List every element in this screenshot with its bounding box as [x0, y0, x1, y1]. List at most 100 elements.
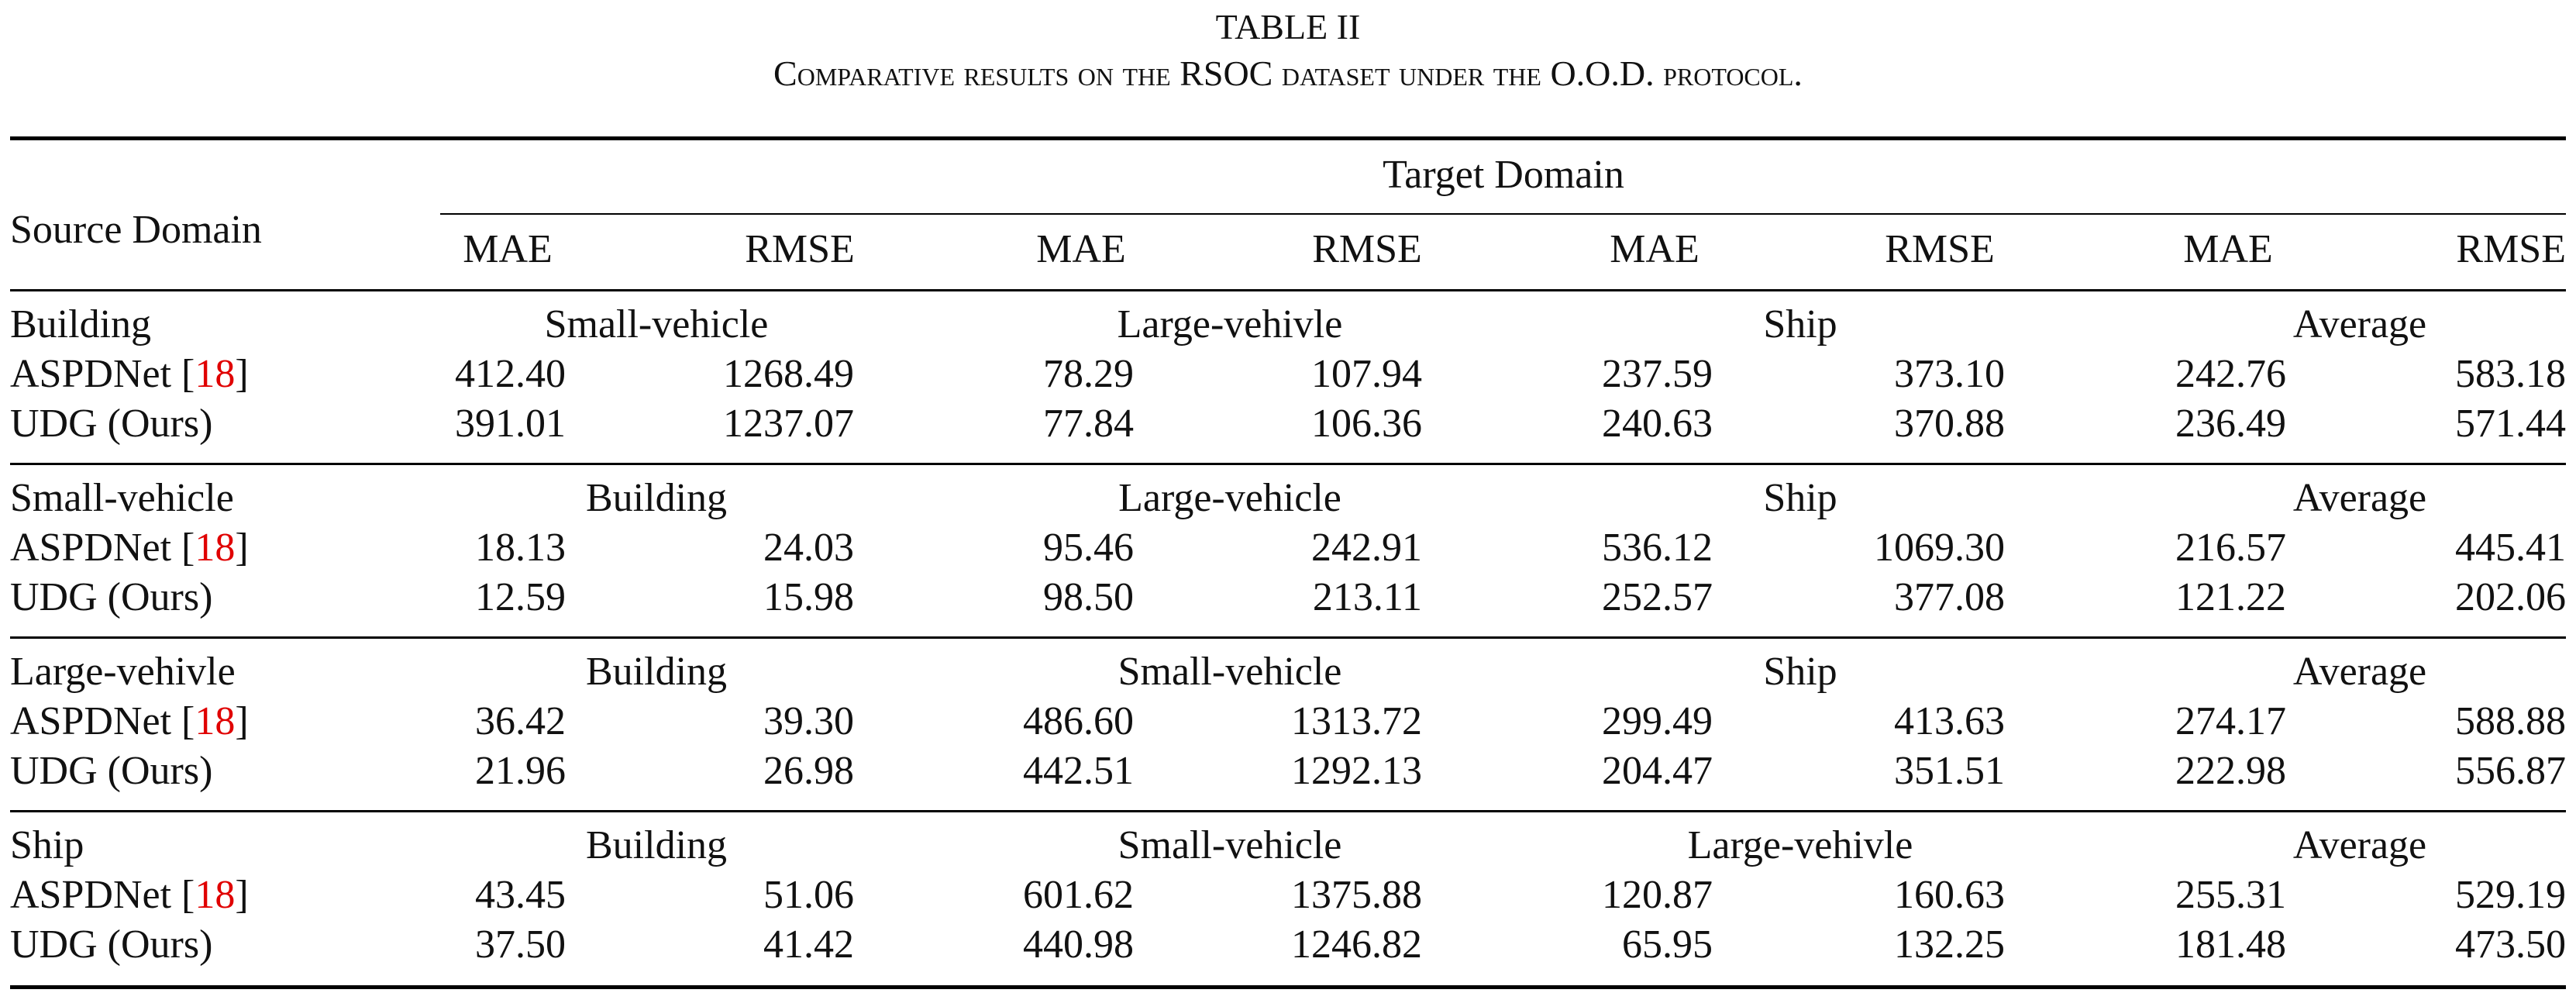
method-label: ASPDNet [18]: [10, 523, 249, 573]
table-value-cell: 255.31: [2175, 873, 2286, 917]
table-value-cell: 1268.49: [723, 352, 854, 396]
method-name: ASPDNet [: [10, 873, 195, 917]
method-name: ASPDNet [: [10, 699, 195, 743]
table-value-cell: 106.36: [1311, 402, 1422, 446]
citation-link[interactable]: 18: [195, 873, 236, 917]
method-name: UDG (Ours): [10, 575, 213, 619]
table-value-cell: 237.59: [1602, 352, 1713, 396]
target-domain-label: Ship: [1763, 302, 1837, 347]
target-domain-label: Building: [585, 476, 728, 520]
metric-header-4: RMSE: [1312, 227, 1422, 271]
source-domain-label: Building: [10, 302, 152, 347]
target-domain-label: Small-vehicle: [1118, 650, 1342, 694]
table-value-cell: 107.94: [1311, 352, 1422, 396]
metric-header-1: MAE: [463, 227, 553, 271]
section-separator: [10, 463, 2566, 465]
table-value-cell: 274.17: [2175, 699, 2286, 743]
table-value-cell: 445.41: [2455, 526, 2566, 570]
target-domain-label: Building: [585, 823, 728, 867]
bottom-rule: [10, 985, 2566, 989]
target-domain-label: Small-vehicle: [544, 302, 769, 347]
citation-bracket: ]: [235, 873, 249, 917]
table-value-cell: 18.13: [475, 526, 566, 570]
method-name: UDG (Ours): [10, 922, 213, 967]
source-domain-label: Small-vehicle: [10, 476, 234, 520]
target-domain-label: Large-vehicle: [1118, 476, 1341, 520]
target-domain-label: Average: [2292, 302, 2427, 347]
table-value-cell: 216.57: [2175, 526, 2286, 570]
target-domain-label: Average: [2292, 650, 2427, 694]
table-value-cell: 77.84: [1043, 402, 1134, 446]
metric-header-3: MAE: [1036, 227, 1126, 271]
table-value-cell: 98.50: [1043, 575, 1134, 619]
table-value-cell: 204.47: [1602, 749, 1713, 793]
method-label: UDG (Ours): [10, 573, 212, 622]
target-domain-header: Target Domain: [1383, 153, 1624, 197]
table-value-cell: 1246.82: [1291, 922, 1422, 967]
table-value-cell: 24.03: [763, 526, 854, 570]
target-domain-rule: [440, 213, 2566, 215]
table-value-cell: 486.60: [1023, 699, 1134, 743]
metric-header-8: RMSE: [2456, 227, 2566, 271]
table-value-cell: 373.10: [1894, 352, 2005, 396]
source-domain-label: Large-vehivle: [10, 650, 236, 694]
source-domain-header: Source Domain: [10, 208, 262, 252]
source-domain-label: Ship: [10, 823, 84, 867]
header-rule: [10, 289, 2566, 291]
table-value-cell: 242.91: [1311, 526, 1422, 570]
table-value-cell: 12.59: [475, 575, 566, 619]
table-value-cell: 51.06: [763, 873, 854, 917]
method-name: ASPDNet [: [10, 352, 195, 396]
table-value-cell: 21.96: [475, 749, 566, 793]
method-name: ASPDNet [: [10, 526, 195, 570]
citation-link[interactable]: 18: [195, 352, 236, 396]
table-value-cell: 236.49: [2175, 402, 2286, 446]
target-domain-label: Building: [585, 650, 728, 694]
target-domain-label: Average: [2292, 476, 2427, 520]
table-value-cell: 242.76: [2175, 352, 2286, 396]
table-value-cell: 160.63: [1894, 873, 2005, 917]
metric-header-2: RMSE: [745, 227, 855, 271]
table-value-cell: 1375.88: [1291, 873, 1422, 917]
table-value-cell: 222.98: [2175, 749, 2286, 793]
target-domain-label: Average: [2292, 823, 2427, 867]
target-domain-label: Large-vehivle: [1687, 823, 1913, 867]
table-value-cell: 1313.72: [1291, 699, 1422, 743]
table-value-cell: 65.95: [1622, 922, 1713, 967]
table-value-cell: 391.01: [455, 402, 566, 446]
table-value-cell: 588.88: [2455, 699, 2566, 743]
table-value-cell: 26.98: [763, 749, 854, 793]
table-caption-title: TABLE II: [1215, 7, 1361, 47]
table-value-cell: 39.30: [763, 699, 854, 743]
table-value-cell: 556.87: [2455, 749, 2566, 793]
table-value-cell: 412.40: [455, 352, 566, 396]
top-rule: [10, 136, 2566, 140]
metric-header-6: RMSE: [1885, 227, 1995, 271]
table-value-cell: 536.12: [1602, 526, 1713, 570]
citation-link[interactable]: 18: [195, 526, 236, 570]
method-name: UDG (Ours): [10, 749, 213, 793]
method-label: ASPDNet [18]: [10, 697, 249, 746]
table-value-cell: 1292.13: [1291, 749, 1422, 793]
metric-header-7: MAE: [2183, 227, 2273, 271]
citation-link[interactable]: 18: [195, 699, 236, 743]
table-value-cell: 132.25: [1894, 922, 2005, 967]
method-label: UDG (Ours): [10, 920, 212, 970]
table-value-cell: 370.88: [1894, 402, 2005, 446]
table-value-cell: 252.57: [1602, 575, 1713, 619]
section-separator: [10, 636, 2566, 639]
table-value-cell: 43.45: [475, 873, 566, 917]
table-value-cell: 15.98: [763, 575, 854, 619]
metric-header-5: MAE: [1610, 227, 1700, 271]
method-label: ASPDNet [18]: [10, 871, 249, 920]
table-value-cell: 213.11: [1312, 575, 1422, 619]
table-value-cell: 473.50: [2455, 922, 2566, 967]
table-value-cell: 299.49: [1602, 699, 1713, 743]
table-value-cell: 440.98: [1023, 922, 1134, 967]
target-domain-label: Large-vehivle: [1117, 302, 1343, 347]
table-value-cell: 529.19: [2455, 873, 2566, 917]
citation-bracket: ]: [235, 699, 249, 743]
table-value-cell: 583.18: [2455, 352, 2566, 396]
table-value-cell: 377.08: [1894, 575, 2005, 619]
citation-bracket: ]: [235, 526, 249, 570]
